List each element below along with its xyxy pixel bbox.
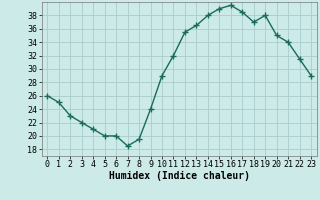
X-axis label: Humidex (Indice chaleur): Humidex (Indice chaleur)	[109, 171, 250, 181]
